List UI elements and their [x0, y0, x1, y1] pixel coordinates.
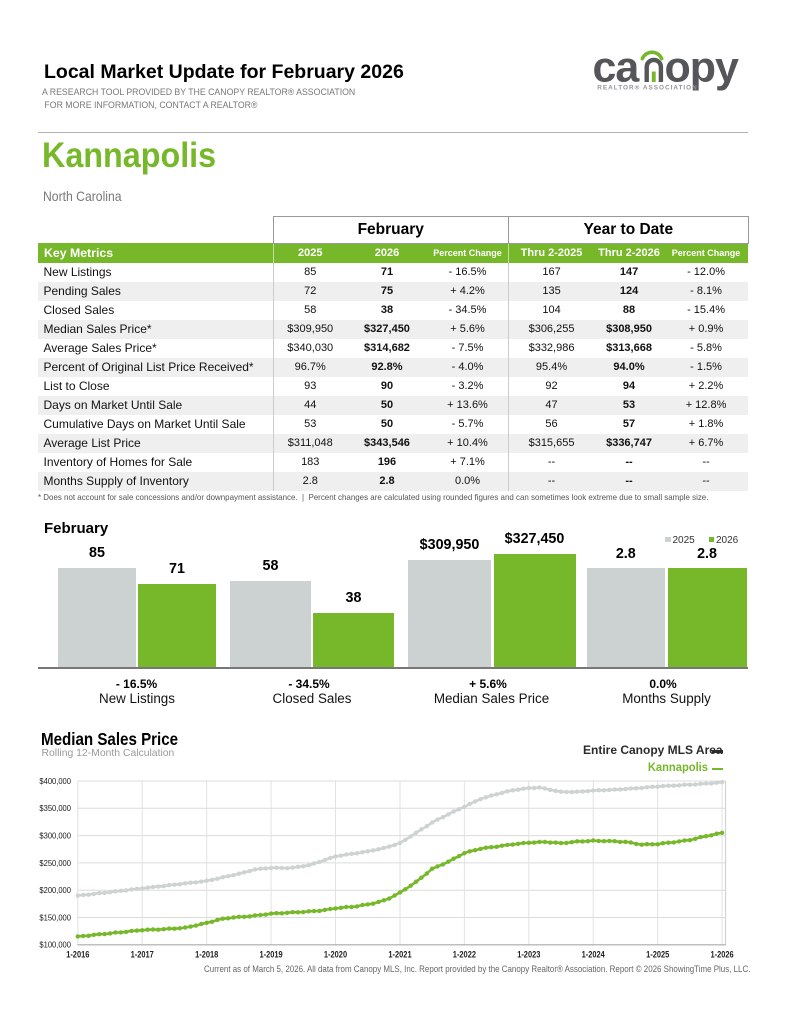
svg-text:1-2017: 1-2017	[131, 949, 154, 959]
svg-text:ca: ca	[593, 44, 641, 92]
svg-text:1-2019: 1-2019	[260, 949, 283, 959]
svg-text:$250,000: $250,000	[39, 859, 71, 868]
svg-text:1-2023: 1-2023	[517, 949, 540, 959]
svg-text:1-2022: 1-2022	[453, 949, 476, 959]
svg-text:REALTOR® ASSOCIATION: REALTOR® ASSOCIATION	[597, 84, 697, 92]
svg-text:$150,000: $150,000	[39, 913, 71, 922]
svg-text:1-2016: 1-2016	[66, 949, 89, 959]
svg-text:1-2025: 1-2025	[646, 949, 669, 959]
svg-text:1-2018: 1-2018	[195, 949, 218, 959]
svg-text:1-2021: 1-2021	[388, 949, 411, 959]
svg-text:1-2024: 1-2024	[582, 949, 605, 959]
svg-text:opy: opy	[665, 44, 740, 92]
svg-text:$200,000: $200,000	[39, 886, 71, 895]
svg-text:$300,000: $300,000	[39, 832, 71, 841]
svg-text:1-2026: 1-2026	[711, 949, 734, 959]
svg-text:$350,000: $350,000	[39, 804, 71, 813]
svg-text:$400,000: $400,000	[39, 777, 71, 786]
svg-text:1-2020: 1-2020	[324, 949, 347, 959]
svg-text:$100,000: $100,000	[39, 941, 71, 950]
